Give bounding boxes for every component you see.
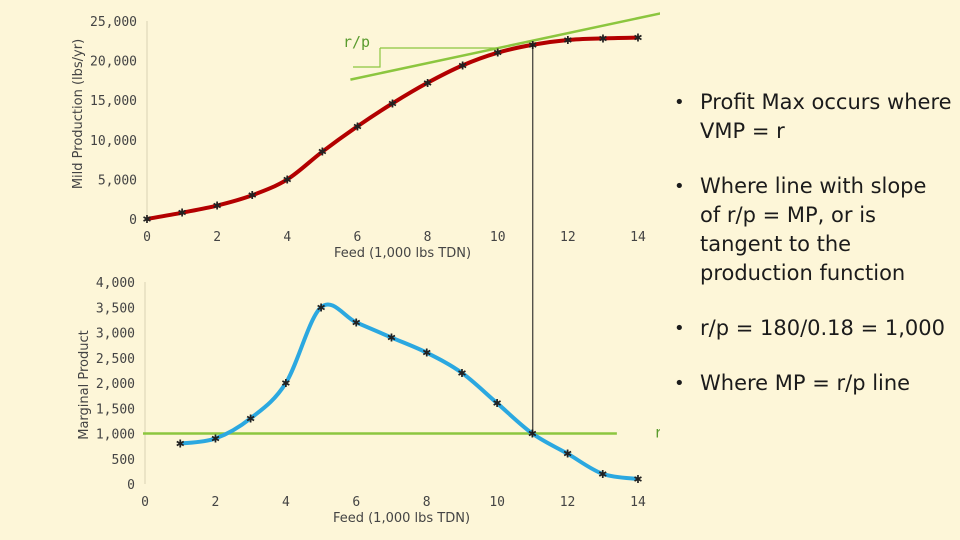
y-tick-label: 2,500 bbox=[96, 352, 135, 367]
bullet-text: Profit Max occurs where VMP = r bbox=[700, 90, 952, 143]
y-tick-label: 2,000 bbox=[96, 377, 135, 392]
bullet-dot-icon: • bbox=[674, 318, 685, 339]
y-tick-label: 10,000 bbox=[90, 134, 137, 149]
x-tick-label: 8 bbox=[423, 495, 431, 510]
data-point-marker: ✱ bbox=[423, 77, 432, 90]
data-point-marker: ✱ bbox=[316, 301, 325, 314]
x-tick-label: 10 bbox=[489, 495, 505, 510]
data-point-marker: ✱ bbox=[598, 32, 607, 45]
y-tick-label: 3,500 bbox=[96, 301, 135, 316]
y-tick-label: 15,000 bbox=[90, 94, 137, 109]
data-point-marker: ✱ bbox=[422, 347, 431, 360]
data-point-marker: ✱ bbox=[563, 448, 572, 461]
x-tick-label: 12 bbox=[560, 495, 576, 510]
x-tick-label: 2 bbox=[212, 495, 220, 510]
rp-label: r/p bbox=[343, 33, 370, 51]
data-point-marker: ✱ bbox=[493, 397, 502, 410]
bullet-text: r/p = 180/0.18 = 1,000 bbox=[700, 316, 945, 340]
y-axis-label: Marginal Product bbox=[77, 330, 92, 439]
data-point-marker: ✱ bbox=[387, 332, 396, 345]
y-tick-label: 5,000 bbox=[98, 173, 137, 188]
x-tick-label: 4 bbox=[283, 230, 291, 245]
y-tick-label: 3,000 bbox=[96, 327, 135, 342]
data-point-marker: ✱ bbox=[598, 468, 607, 481]
bullet-text: Where MP = r/p line bbox=[700, 371, 911, 395]
y-tick-label: 500 bbox=[112, 453, 135, 468]
marginal-product-line bbox=[179, 302, 639, 481]
x-tick-label: 10 bbox=[490, 230, 506, 245]
data-point-marker: ✱ bbox=[142, 213, 151, 226]
bullet-rp-value: • r/p = 180/0.18 = 1,000 bbox=[672, 314, 952, 343]
data-point-marker: ✱ bbox=[213, 200, 222, 213]
y-tick-label: 25,000 bbox=[90, 15, 137, 30]
x-axis-label: Feed (1,000 lbs TDN) bbox=[333, 511, 470, 526]
data-point-marker: ✱ bbox=[211, 433, 220, 446]
x-tick-label: 0 bbox=[141, 495, 149, 510]
data-point-marker: ✱ bbox=[633, 32, 642, 45]
bullet-dot-icon: • bbox=[674, 92, 685, 113]
bullet-text: Where line with slope of r/p = MP, or is… bbox=[700, 174, 927, 285]
data-point-marker: ✱ bbox=[388, 97, 397, 110]
data-point-marker: ✱ bbox=[283, 173, 292, 186]
y-tick-label: 20,000 bbox=[90, 55, 137, 70]
production-function-line bbox=[146, 35, 639, 221]
x-tick-label: 0 bbox=[143, 230, 151, 245]
x-tick-label: 2 bbox=[213, 230, 221, 245]
bullet-tangent: • Where line with slope of r/p = MP, or i… bbox=[672, 172, 952, 288]
y-tick-label: 0 bbox=[127, 478, 135, 493]
data-point-marker: ✱ bbox=[352, 316, 361, 329]
data-point-marker: ✱ bbox=[493, 47, 502, 60]
data-point-marker: ✱ bbox=[633, 473, 642, 486]
bullet-profit-max: • Profit Max occurs where VMP = r bbox=[672, 88, 952, 146]
charts-area: 0 5,000 10,000 15,000 20,000 25,000 0 2 4 6 8 10 12 1… bbox=[71, 12, 660, 526]
x-tick-label: 14 bbox=[630, 495, 646, 510]
x-tick-label: 12 bbox=[560, 230, 576, 245]
x-axis-label: Feed (1,000 lbs TDN) bbox=[334, 246, 471, 261]
y-tick-label: 1,000 bbox=[96, 428, 135, 443]
bullet-list: • Profit Max occurs where VMP = r • Where … bbox=[672, 88, 952, 424]
x-tick-label: 4 bbox=[282, 495, 290, 510]
y-tick-label: 4,000 bbox=[96, 276, 135, 291]
x-tick-label: 8 bbox=[424, 230, 432, 245]
x-tick-label: 6 bbox=[354, 230, 362, 245]
marginal-product-chart: 0 500 1,000 1,500 2,000 2,500 3,000 3,500 4,000 0… bbox=[77, 276, 660, 526]
bullet-dot-icon: • bbox=[674, 373, 685, 394]
x-tick-label: 14 bbox=[630, 230, 646, 245]
bullet-dot-icon: • bbox=[674, 176, 685, 197]
total-product-chart: 0 5,000 10,000 15,000 20,000 25,000 0 2 4 6 8 10 12 1… bbox=[71, 12, 660, 261]
data-point-marker: ✱ bbox=[248, 189, 257, 202]
data-point-marker: ✱ bbox=[177, 207, 186, 220]
tangent-rp-line bbox=[350, 12, 660, 81]
bullet-mp-line: • Where MP = r/p line bbox=[672, 369, 952, 398]
data-point-marker: ✱ bbox=[458, 59, 467, 72]
data-point-marker: ✱ bbox=[528, 428, 537, 441]
y-tick-label: 0 bbox=[129, 213, 137, 228]
data-point-marker: ✱ bbox=[281, 377, 290, 390]
y-axis-label: Mild Production (lbs/yr) bbox=[71, 39, 86, 189]
rp-label: r/p bbox=[654, 424, 660, 442]
data-point-marker: ✱ bbox=[457, 367, 466, 380]
x-tick-label: 6 bbox=[352, 495, 360, 510]
rp-callout-line bbox=[353, 48, 381, 68]
data-point-marker: ✱ bbox=[353, 120, 362, 133]
data-point-marker: ✱ bbox=[563, 34, 572, 47]
data-point-marker: ✱ bbox=[246, 412, 255, 425]
y-tick-label: 1,500 bbox=[96, 402, 135, 417]
data-point-marker: ✱ bbox=[176, 438, 185, 451]
data-point-marker: ✱ bbox=[318, 146, 327, 159]
